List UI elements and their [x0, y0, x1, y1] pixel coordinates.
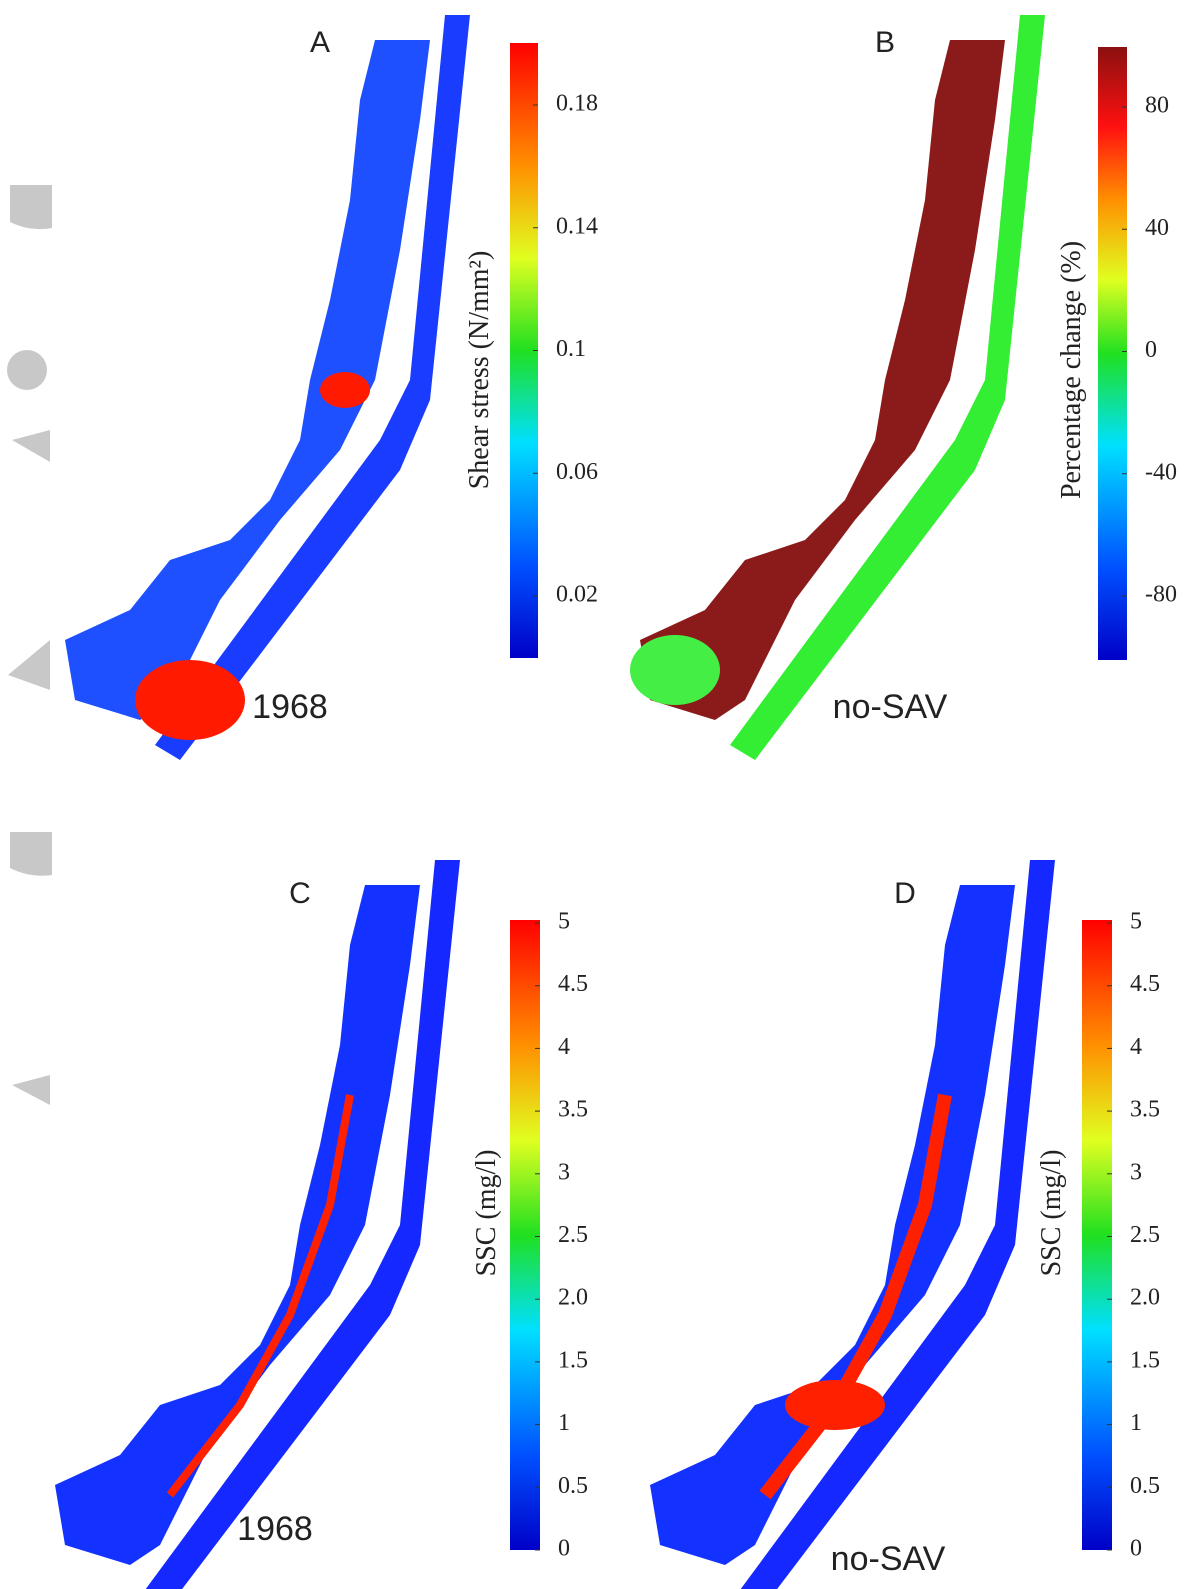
- colorbar-tick-label: 3.5: [558, 1097, 588, 1123]
- colorbar-title: SSC (mg/l): [1036, 1150, 1067, 1277]
- colorbar-tick-label: 3: [1130, 1159, 1142, 1185]
- map-sea: [740, 860, 1055, 1589]
- map: [630, 15, 1045, 760]
- map-streak: [759, 1093, 952, 1500]
- panel-label: B: [875, 26, 895, 59]
- colorbar-title: Shear stress (N/mm²): [464, 251, 495, 490]
- map-hotspot: [320, 372, 370, 408]
- map-land: [55, 885, 420, 1565]
- colorbar-tick-label: 4: [1130, 1034, 1142, 1060]
- colorbar-tick-label: 0.5: [558, 1473, 588, 1499]
- colorbar-tick-label: 1.5: [1130, 1347, 1160, 1373]
- colorbar: [1098, 47, 1127, 660]
- colorbar-tick-label: 0.02: [556, 582, 598, 608]
- colorbar-title: SSC (mg/l): [471, 1150, 502, 1277]
- colorbar-tick-label: 0: [1145, 337, 1157, 363]
- panel-caption: no-SAV: [833, 688, 948, 726]
- colorbar: [1082, 920, 1112, 1550]
- panel: Bno-SAV 80 40 0 -40 -80 Percentage change (%): [630, 15, 1177, 760]
- colorbar-tick-label: 0.18: [556, 91, 598, 117]
- colorbar-tick-label: 2.0: [558, 1285, 588, 1311]
- panel: A 1968 0.18 0.14 0.1 0.06 0.02 Shear stress (N/…: [65, 15, 598, 760]
- colorbar-tick-label: 3.5: [1130, 1097, 1160, 1123]
- panel-caption: no-SAV: [831, 1540, 946, 1578]
- map-sea: [155, 15, 470, 760]
- map-hotspot: [630, 635, 720, 705]
- panel: Dno-SAV 5 4.5 4 3.5 3 2.5 2.0 1.5 1 0.5 0 SSC (mg/l): [650, 860, 1160, 1589]
- colorbar-tick-label: 2.5: [558, 1222, 588, 1248]
- colorbar-tick-label: 3: [558, 1159, 570, 1185]
- map-land: [65, 40, 430, 720]
- colorbar-tick-label: 1: [558, 1410, 570, 1436]
- map: [65, 15, 470, 760]
- colorbar-tick-label: 4.5: [558, 971, 588, 997]
- colorbar-tick-label: 1.5: [558, 1347, 588, 1373]
- map: [55, 860, 460, 1589]
- panel-caption: 1968: [252, 688, 328, 726]
- panel-label: C: [289, 877, 311, 910]
- colorbar-tick-label: 1: [1130, 1410, 1142, 1436]
- colorbar-tick-label: 5: [1130, 909, 1142, 935]
- map-sea: [730, 15, 1045, 760]
- colorbar-tick-label: -80: [1145, 582, 1177, 608]
- colorbar-tick-label: 5: [558, 909, 570, 935]
- colorbar-tick-label: 4: [558, 1034, 570, 1060]
- map-land: [650, 885, 1015, 1565]
- colorbar-tick-label: 4.5: [1130, 971, 1160, 997]
- colorbar-tick-label: 2.5: [1130, 1222, 1160, 1248]
- map-hotspot: [135, 660, 245, 740]
- colorbar-tick-label: 0.1: [556, 336, 586, 362]
- map-land: [640, 40, 1005, 720]
- colorbar-tick-label: 2.0: [1130, 1285, 1160, 1311]
- colorbar-tick-label: 0: [558, 1536, 570, 1562]
- panel-label: D: [894, 877, 916, 910]
- colorbar-tick-label: 0.5: [1130, 1473, 1160, 1499]
- panel-caption: 1968: [237, 1510, 313, 1548]
- colorbar-tick-label: 0: [1130, 1536, 1142, 1562]
- colorbar-title: Percentage change (%): [1056, 241, 1087, 499]
- colorbar-tick-label: 80: [1145, 93, 1169, 119]
- map-hotspot: [785, 1380, 885, 1430]
- colorbar-tick-label: 0.14: [556, 213, 598, 239]
- colorbar: [510, 920, 540, 1550]
- panel: C 1968 5 4.5 4 3.5 3 2.5 2.0 1.5 1 0.5 0 SSC (mg/l): [55, 860, 588, 1589]
- colorbar-tick-label: 40: [1145, 215, 1169, 241]
- map-sea: [145, 860, 460, 1589]
- map: [650, 860, 1055, 1589]
- side-decor: [7, 185, 52, 1105]
- map-streak: [166, 1094, 354, 1498]
- panel-label: A: [310, 26, 330, 59]
- colorbar-tick-label: -40: [1145, 459, 1177, 485]
- colorbar-tick-label: 0.06: [556, 459, 598, 485]
